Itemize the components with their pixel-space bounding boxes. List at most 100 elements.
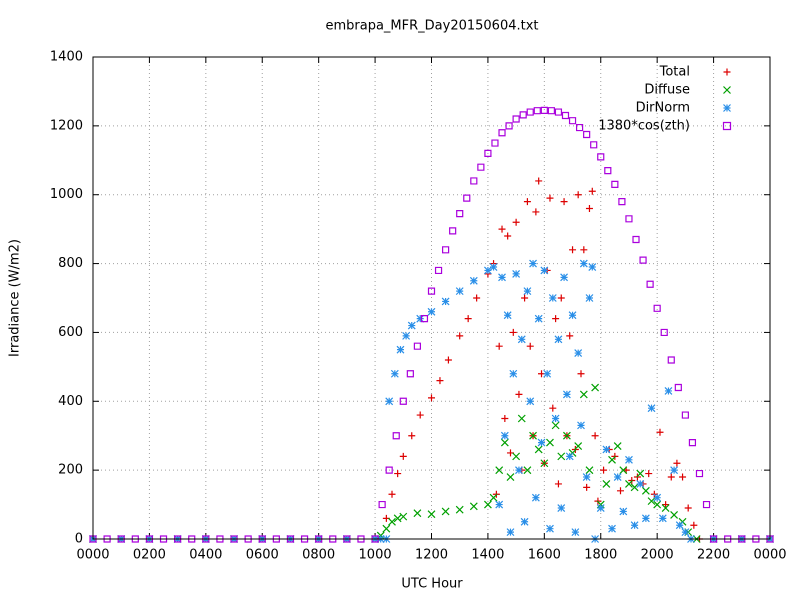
point: [216, 535, 224, 543]
point: [557, 452, 566, 461]
point: [574, 191, 582, 199]
point: [537, 438, 546, 447]
point: [188, 535, 196, 543]
point: [574, 442, 583, 450]
point: [591, 383, 600, 392]
point: [557, 504, 566, 512]
point: [582, 473, 591, 481]
point: [517, 414, 526, 423]
point: [625, 479, 633, 488]
x-tick-label: 2000: [641, 548, 674, 563]
point: [399, 452, 407, 460]
point: [562, 390, 571, 399]
point: [569, 246, 577, 254]
point: [583, 483, 591, 491]
point: [534, 314, 543, 323]
point: [591, 432, 599, 440]
point: [407, 321, 416, 330]
point: [434, 266, 443, 275]
point: [636, 469, 645, 478]
point: [532, 208, 540, 216]
point: [560, 273, 569, 282]
point: [89, 535, 97, 543]
point: [529, 259, 537, 268]
point: [653, 500, 662, 509]
point: [498, 273, 506, 282]
point: [667, 473, 675, 481]
point: [495, 342, 503, 350]
point: [427, 510, 436, 519]
point: [579, 259, 588, 268]
point: [491, 139, 499, 147]
point: [608, 524, 616, 533]
point: [613, 442, 622, 450]
point: [674, 383, 682, 392]
point: [512, 218, 520, 226]
point: [520, 517, 529, 526]
point: [385, 397, 394, 406]
point: [388, 517, 396, 526]
point: [636, 479, 645, 488]
point: [611, 180, 619, 188]
point: [670, 466, 679, 475]
point: [427, 287, 436, 295]
y-tick-label: 600: [58, 325, 83, 340]
point: [117, 535, 125, 543]
point: [568, 117, 577, 125]
y-tick-label: 1400: [50, 50, 83, 65]
point: [557, 294, 565, 302]
x-tick-label: 1400: [471, 548, 504, 563]
point: [585, 204, 593, 212]
point: [159, 535, 168, 543]
marks: [89, 106, 774, 543]
point: [554, 108, 563, 116]
point: [463, 194, 471, 202]
point: [456, 210, 464, 218]
point: [602, 445, 611, 454]
point: [382, 524, 391, 533]
point: [385, 466, 393, 474]
point: [495, 466, 504, 475]
point: [600, 466, 608, 474]
point: [709, 535, 718, 543]
point: [531, 493, 540, 502]
point: [641, 486, 650, 495]
point: [645, 470, 653, 478]
point: [442, 246, 450, 254]
x-tick-label: 1200: [415, 548, 448, 563]
point: [653, 493, 662, 502]
point: [590, 141, 598, 149]
point: [543, 369, 552, 378]
point: [427, 307, 436, 316]
x-tick-label: 1000: [359, 548, 392, 563]
point: [455, 287, 464, 296]
point: [501, 415, 509, 422]
point: [641, 514, 650, 523]
point: [608, 455, 616, 464]
point: [131, 535, 139, 543]
point: [577, 370, 585, 378]
point: [566, 332, 574, 340]
point: [619, 507, 628, 516]
point: [529, 431, 537, 440]
point: [639, 256, 647, 264]
point: [523, 287, 532, 296]
point: [724, 535, 732, 543]
point: [523, 198, 531, 206]
x-axis-label: UTC Hour: [401, 577, 463, 592]
point: [702, 500, 711, 509]
point: [551, 421, 560, 430]
point: [574, 349, 583, 358]
y-tick-label: 1000: [50, 187, 83, 202]
point: [526, 397, 535, 406]
y-tick-label: 0: [75, 532, 83, 547]
point: [473, 294, 481, 302]
point: [585, 294, 594, 302]
x-tick-label: 0200: [133, 548, 166, 563]
point: [286, 535, 295, 543]
point: [394, 470, 402, 478]
point: [272, 535, 280, 543]
point: [670, 510, 679, 519]
legend-label: 1380*cos(zth): [598, 119, 690, 134]
